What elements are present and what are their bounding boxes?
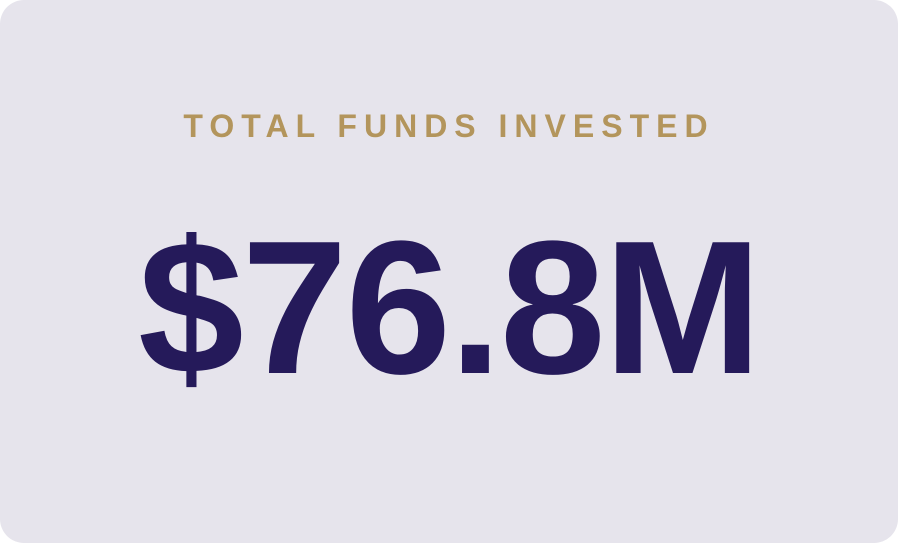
- stat-label: TOTAL FUNDS INVESTED: [183, 108, 714, 145]
- stat-value: $76.8M: [138, 213, 760, 403]
- stat-card: TOTAL FUNDS INVESTED $76.8M: [0, 0, 898, 543]
